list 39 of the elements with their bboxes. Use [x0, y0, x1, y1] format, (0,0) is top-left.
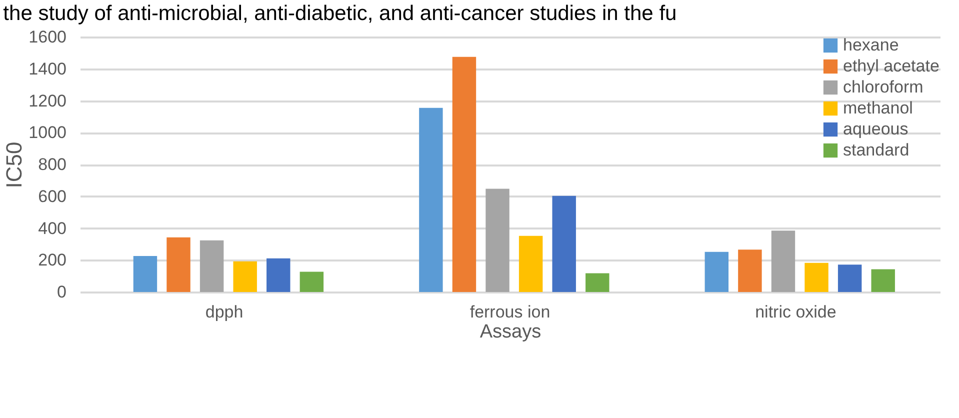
- x-axis-title: Assays: [480, 322, 542, 342]
- bar: [871, 269, 895, 292]
- legend-label: standard: [843, 140, 910, 160]
- y-tick-label: 1200: [28, 91, 66, 110]
- bar: [266, 258, 290, 292]
- legend-label: methanol: [843, 98, 913, 118]
- y-tick-label: 1600: [28, 28, 66, 46]
- x-tick-label: nitric oxide: [755, 302, 836, 322]
- bar: [166, 237, 190, 292]
- bar: [771, 230, 796, 292]
- bar: [200, 240, 224, 292]
- bar: [233, 261, 257, 292]
- bar: [419, 108, 443, 292]
- bar: [738, 250, 762, 292]
- text: the study of anti-microbial, anti-diabetic, and anti-cancer studies in the fu: [3, 2, 677, 25]
- x-tick-label: dpph: [205, 302, 244, 322]
- bar: [586, 273, 610, 292]
- legend-label: chloroform: [843, 78, 924, 96]
- bar: [838, 264, 862, 292]
- bar: [133, 256, 158, 292]
- legend-label: aqueous: [843, 120, 908, 138]
- y-tick-label: 600: [38, 186, 66, 206]
- bar: [300, 272, 324, 292]
- y-tick-label: 0: [57, 282, 66, 302]
- x-tick-label: ferrous ion: [470, 302, 550, 322]
- y-tick-label: 400: [38, 218, 66, 238]
- y-tick-label: 200: [38, 250, 66, 270]
- legend-label: hexane: [843, 36, 899, 54]
- bar: [486, 188, 510, 292]
- bar: [518, 236, 543, 292]
- y-tick-label: 1400: [28, 59, 66, 78]
- legend-label: ethyl acetate: [843, 56, 940, 76]
- y-tick-label: 800: [38, 155, 66, 174]
- y-axis-title: IC50: [2, 142, 27, 188]
- bar: [704, 252, 729, 292]
- bar: [804, 262, 828, 292]
- y-tick-label: 1000: [28, 123, 66, 142]
- bar: [552, 196, 576, 292]
- bar: [452, 56, 476, 292]
